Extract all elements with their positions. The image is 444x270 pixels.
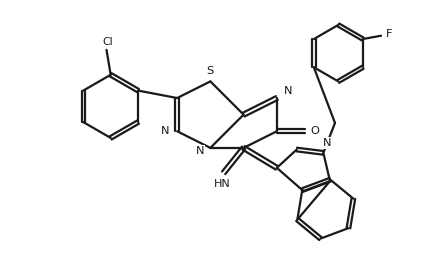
Text: N: N xyxy=(161,126,170,136)
Text: N: N xyxy=(322,138,331,148)
Text: Cl: Cl xyxy=(103,36,114,46)
Text: O: O xyxy=(311,126,320,136)
Text: N: N xyxy=(283,86,292,96)
Text: N: N xyxy=(196,146,205,156)
Text: S: S xyxy=(207,66,214,76)
Text: HN: HN xyxy=(214,180,230,190)
Text: F: F xyxy=(386,29,392,39)
